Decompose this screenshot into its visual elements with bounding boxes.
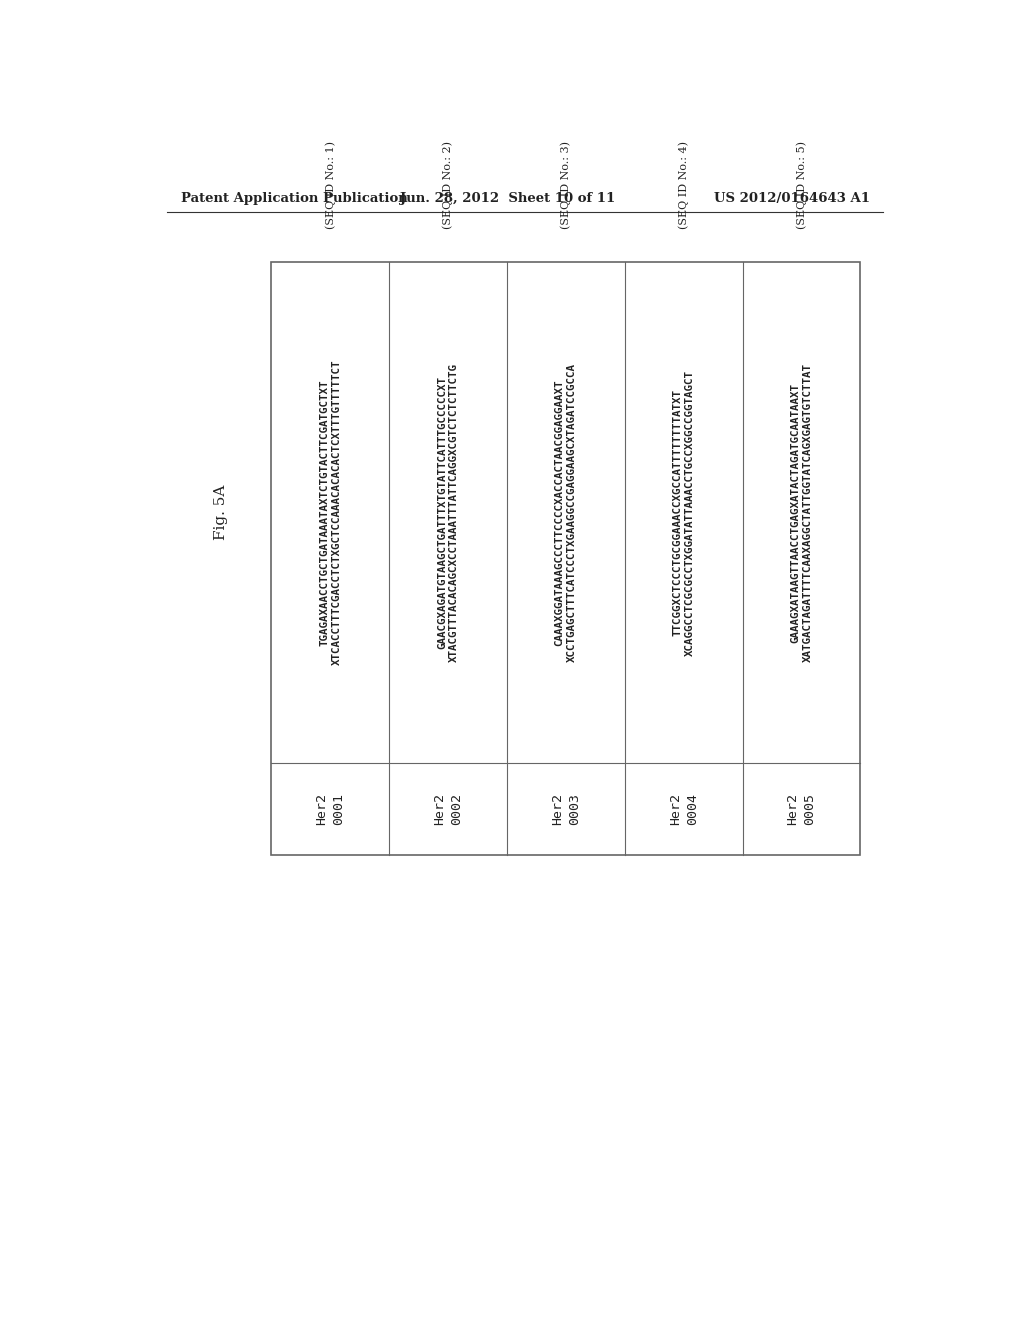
Text: GAACGXAGATGTAAGCTGATTTXTGTATTCATTTGCCCCCXT: GAACGXAGATGTAAGCTGATTTXTGTATTCATTTGCCCCC… (437, 376, 446, 649)
Bar (271, 263, 860, 855)
Text: Her2
0005: Her2 0005 (786, 793, 816, 825)
Text: TTCGGXCTCCCTGCGGAAACCXGCCATTTTTTTTATXT: TTCGGXCTCCCTGCGGAAACCXGCCATTTTTTTTATXT (673, 389, 682, 636)
Text: XTACGTTTACACAGCXCCTAAATTTATTCAGGXCGTCTCTCTTCTG: XTACGTTTACACAGCXCCTAAATTTATTCAGGXCGTCTCT… (450, 363, 460, 663)
Text: (SEQ ID No.: 4): (SEQ ID No.: 4) (678, 141, 689, 230)
Text: XCCTGAGCTTTCATCCCTXGAAGGCCGAGGAAGCXTAGATCCGCCA: XCCTGAGCTTTCATCCCTXGAAGGCCGAGGAAGCXTAGAT… (567, 363, 578, 663)
Text: XATGACTAGATTTTCAAXAGGCTATTGGTATCAGXGAGTGTCTTAT: XATGACTAGATTTTCAAXAGGCTATTGGTATCAGXGAGTG… (803, 363, 813, 663)
Text: Her2
0002: Her2 0002 (433, 793, 463, 825)
Text: (SEQ ID No.: 3): (SEQ ID No.: 3) (560, 141, 571, 230)
Text: (SEQ ID No.: 2): (SEQ ID No.: 2) (442, 141, 454, 230)
Text: (SEQ ID No.: 5): (SEQ ID No.: 5) (797, 141, 807, 230)
Text: Her2
0001: Her2 0001 (315, 793, 345, 825)
Text: TGAGAXAACCTGCTGATAAATAXTCTGTACTTCGATGCTXT: TGAGAXAACCTGCTGATAAATAXTCTGTACTTCGATGCTX… (319, 379, 329, 645)
Text: XTCACCTTTCGACCTCTXGCTCCAAACACACACTCXTTTGTTTTTCT: XTCACCTTTCGACCTCTXGCTCCAAACACACACTCXTTTG… (332, 360, 341, 665)
Text: Her2
0004: Her2 0004 (669, 793, 698, 825)
Text: Her2
0003: Her2 0003 (551, 793, 581, 825)
Text: Patent Application Publication: Patent Application Publication (180, 191, 408, 205)
Text: US 2012/0164643 A1: US 2012/0164643 A1 (715, 191, 870, 205)
Text: XCAGGCCTCGCGCCTXGGATATTAAACCTGCCXGGCCGGTAGCT: XCAGGCCTCGCGCCTXGGATATTAAACCTGCCXGGCCGGT… (685, 370, 695, 656)
Text: GAAAGXATAAGTTAACCTGAGXATACTAGATGCAATAAXT: GAAAGXATAAGTTAACCTGAGXATACTAGATGCAATAAXT (791, 383, 801, 643)
Text: (SEQ ID No.: 1): (SEQ ID No.: 1) (325, 141, 336, 230)
Text: Jun. 28, 2012  Sheet 10 of 11: Jun. 28, 2012 Sheet 10 of 11 (400, 191, 615, 205)
Text: Fig. 5A: Fig. 5A (214, 484, 228, 540)
Text: CAAAXGGATAAAGCCCTTCCCCXACCACTAACGGAGGAAXT: CAAAXGGATAAAGCCCTTCCCCXACCACTAACGGAGGAAX… (555, 379, 564, 645)
